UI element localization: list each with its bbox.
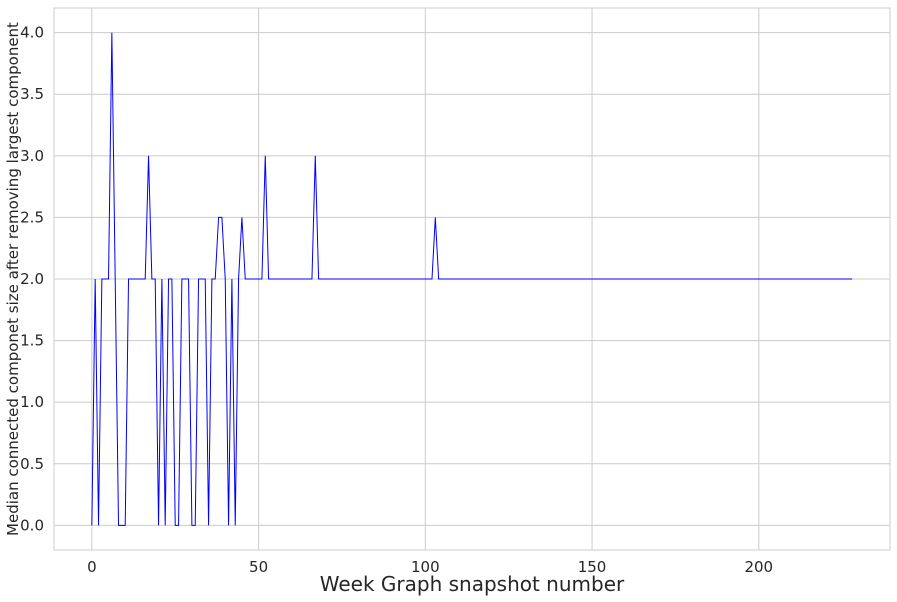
y-tick-label: 3.5 bbox=[20, 85, 44, 103]
x-tick-label: 0 bbox=[87, 558, 97, 576]
y-axis-label: Median connected componet size after rem… bbox=[4, 22, 22, 536]
y-tick-label: 2.5 bbox=[20, 208, 44, 226]
x-tick-label: 50 bbox=[249, 558, 268, 576]
y-tick-label: 3.0 bbox=[20, 147, 44, 165]
y-tick-label: 1.5 bbox=[20, 332, 44, 350]
x-axis-label: Week Graph snapshot number bbox=[320, 572, 625, 596]
x-tick-label: 150 bbox=[578, 558, 607, 576]
y-tick-label: 0.5 bbox=[20, 455, 44, 473]
series-line bbox=[91, 32, 853, 526]
y-tick-label: 1.0 bbox=[20, 393, 44, 411]
y-tick-labels: 0.0 0.5 1.0 1.5 2.0 2.5 3.0 3.5 4.0 bbox=[20, 24, 44, 535]
x-tick-labels: 0 50 100 150 200 bbox=[87, 558, 773, 576]
y-tick-label: 4.0 bbox=[20, 24, 44, 42]
x-tick-label: 200 bbox=[744, 558, 773, 576]
series-line-group bbox=[91, 32, 853, 526]
y-tick-label: 0.0 bbox=[20, 516, 44, 534]
x-tick-label: 100 bbox=[411, 558, 440, 576]
y-tick-label: 2.0 bbox=[20, 270, 44, 288]
plot-frame bbox=[53, 7, 891, 551]
